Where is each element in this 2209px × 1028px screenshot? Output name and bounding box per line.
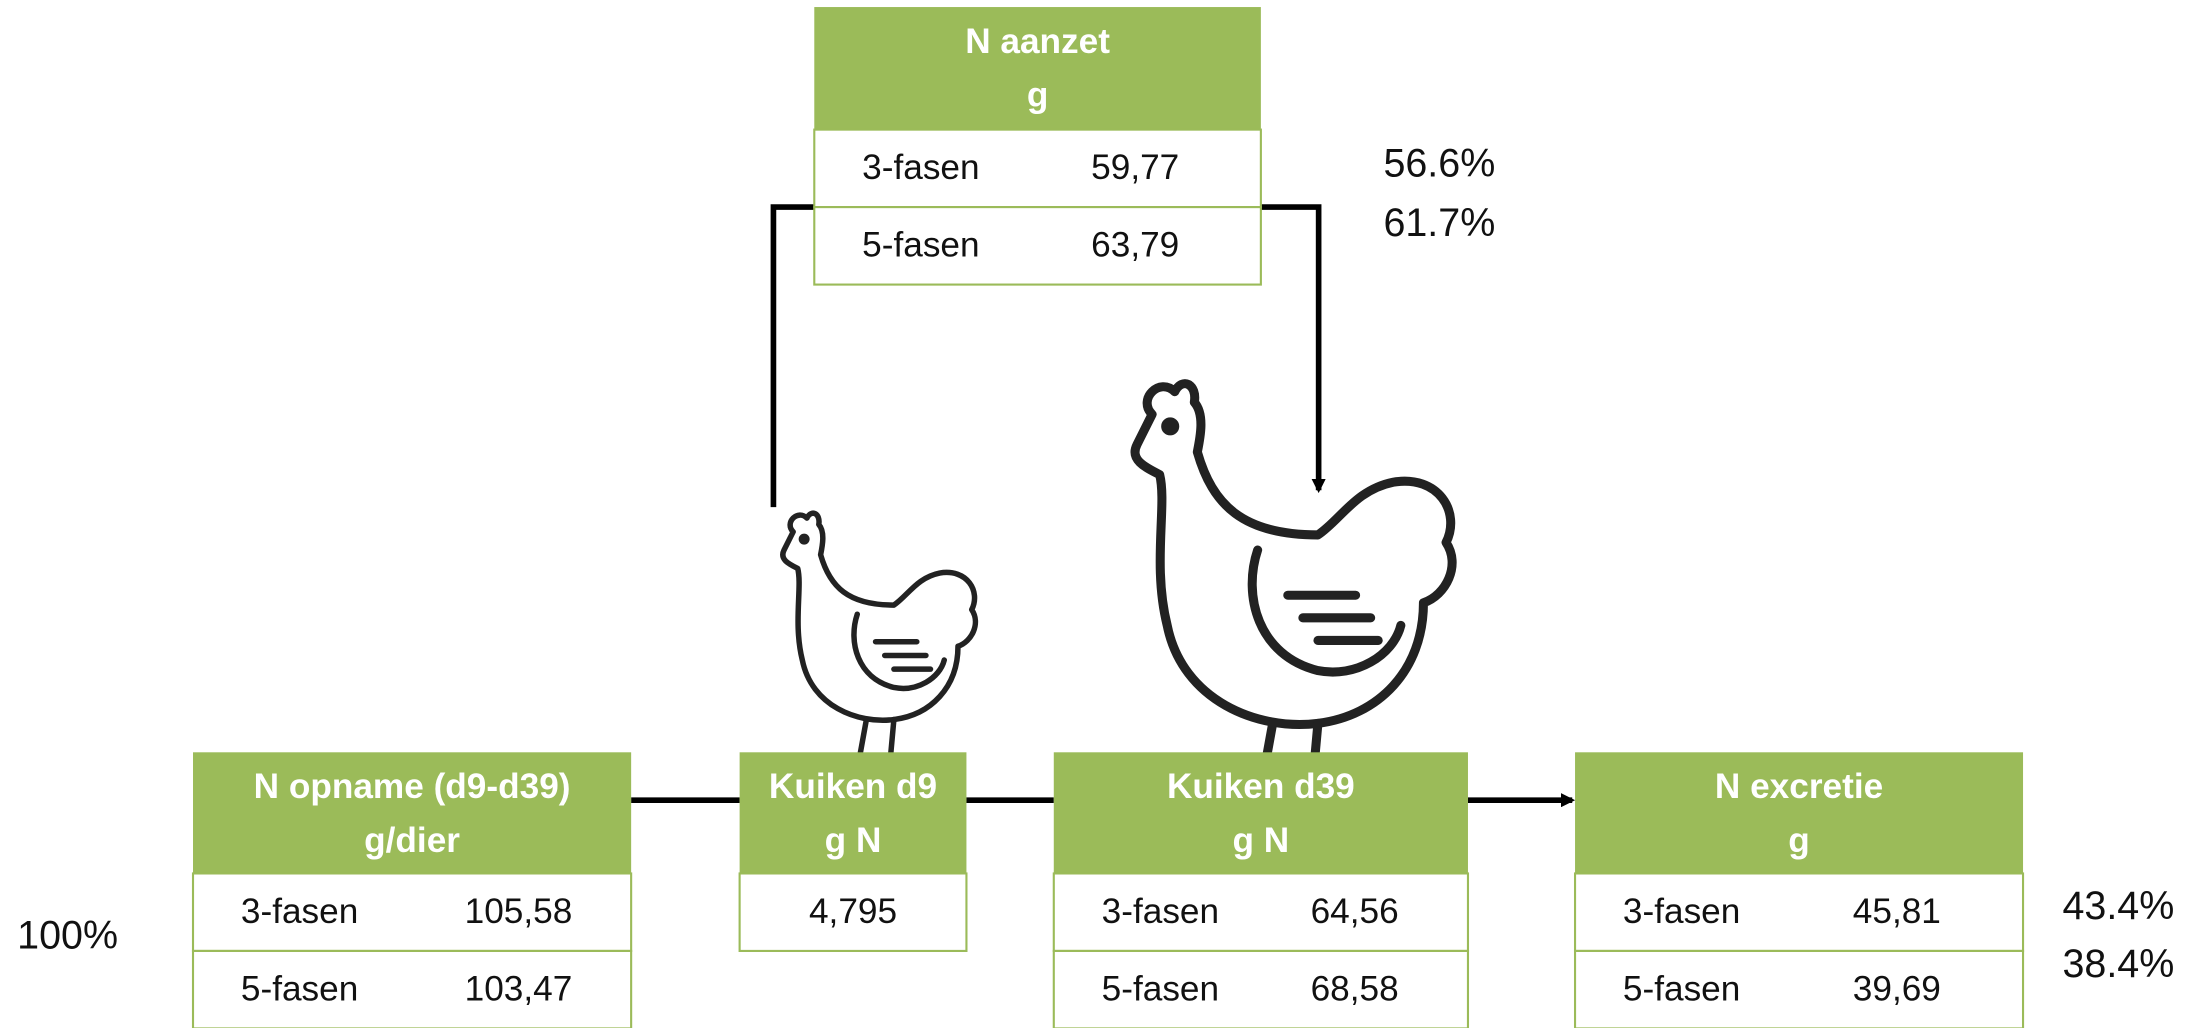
percentage: 100% bbox=[17, 914, 118, 958]
box-title: g N bbox=[1233, 821, 1290, 860]
box-row bbox=[813, 206, 1262, 286]
box-header bbox=[1053, 752, 1468, 874]
box-title: g/dier bbox=[364, 821, 460, 860]
box-row bbox=[738, 872, 968, 952]
box-row bbox=[191, 949, 633, 1028]
cell-label: 3-fasen bbox=[862, 148, 979, 187]
connectors bbox=[631, 204, 1576, 808]
arrow bbox=[1260, 204, 1326, 494]
table-box: N excretie g 3-fasen 45,81 5-fasen 39,69 bbox=[1573, 752, 2025, 1028]
box-header bbox=[1575, 752, 2024, 874]
cell-label: 5-fasen bbox=[1102, 969, 1219, 1008]
table-box: Kuiken d9 g N 4,795 bbox=[738, 752, 968, 952]
box-row bbox=[813, 128, 1262, 209]
box-header bbox=[193, 752, 632, 874]
box-row bbox=[1573, 872, 2025, 952]
cell-label: 5-fasen bbox=[241, 969, 358, 1008]
cell-label: 3-fasen bbox=[1623, 892, 1740, 931]
percentage: 56.6% bbox=[1383, 142, 1495, 186]
cell-value: 63,79 bbox=[1091, 226, 1179, 265]
box-row bbox=[1052, 872, 1470, 952]
box-title: Kuiken d39 bbox=[1167, 767, 1355, 806]
box-header bbox=[739, 752, 967, 874]
box-title: Kuiken d9 bbox=[769, 767, 937, 806]
cell-label: 3-fasen bbox=[1102, 892, 1219, 931]
cell-label: 5-fasen bbox=[862, 226, 979, 265]
cell-value: 103,47 bbox=[465, 969, 573, 1008]
percentage: 43.4% bbox=[2062, 884, 2174, 928]
box-row bbox=[1573, 949, 2025, 1028]
cell: 4,795 bbox=[809, 892, 897, 931]
box-title: N opname (d9-d39) bbox=[254, 767, 571, 806]
connector bbox=[770, 204, 815, 508]
cell-label: 3-fasen bbox=[241, 892, 358, 931]
cell-value: 105,58 bbox=[465, 892, 573, 931]
box-title: N aanzet bbox=[965, 22, 1110, 61]
cell-value: 39,69 bbox=[1853, 969, 1941, 1008]
table-box: Kuiken d39 g N 3-fasen 64,56 5-fasen 68,58 bbox=[1052, 752, 1470, 1028]
cell-value: 68,58 bbox=[1311, 969, 1399, 1008]
percentage: 38.4% bbox=[2062, 942, 2174, 986]
chicken-small bbox=[783, 513, 976, 779]
percentage: 61.7% bbox=[1383, 201, 1495, 245]
box-title: g bbox=[1788, 821, 1810, 860]
box-title: N excretie bbox=[1715, 767, 1883, 806]
box-row bbox=[1052, 949, 1470, 1028]
box-title: g bbox=[1027, 76, 1049, 115]
cell-value: 45,81 bbox=[1853, 892, 1941, 931]
cell-value: 64,56 bbox=[1311, 892, 1399, 931]
cell-label: 5-fasen bbox=[1623, 969, 1740, 1008]
box-row bbox=[191, 872, 633, 952]
table-box: N aanzet g 3-fasen 59,77 5-fasen 63,79 bbox=[813, 7, 1262, 286]
box-header bbox=[814, 7, 1261, 130]
box-title: g N bbox=[825, 821, 882, 860]
cell-value: 59,77 bbox=[1091, 148, 1179, 187]
